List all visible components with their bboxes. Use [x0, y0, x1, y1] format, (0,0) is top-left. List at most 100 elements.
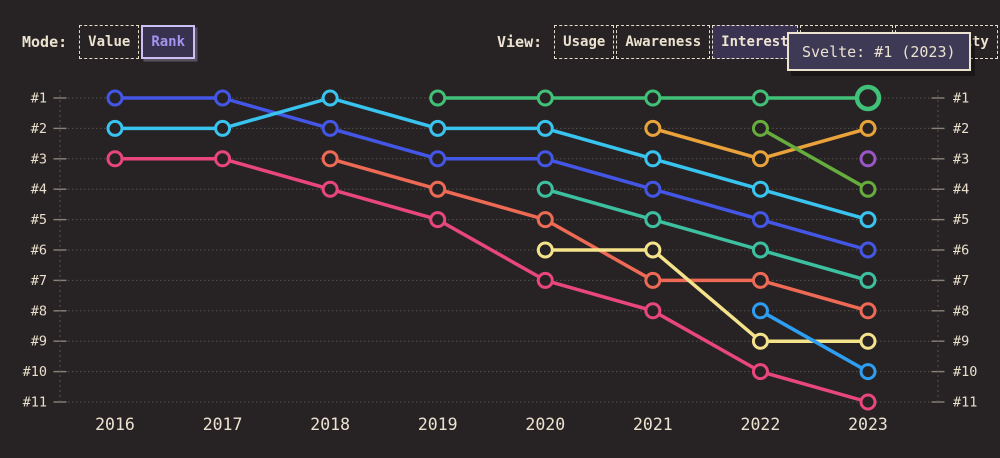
year-label-2021: 2021 [633, 415, 673, 434]
year-label-2018: 2018 [310, 415, 350, 434]
rank-label-right-10: #10 [953, 364, 977, 380]
data-point-yellow-2022[interactable] [751, 332, 769, 350]
data-point-cyan-2016[interactable] [106, 119, 124, 137]
data-point-pink-2020[interactable] [536, 271, 554, 289]
series-line-salmon [328, 157, 870, 313]
view-option-interest[interactable]: Interest [712, 25, 798, 59]
data-point-yellow-2021[interactable] [644, 241, 662, 259]
rank-label-right-9: #9 [953, 334, 969, 350]
view-option-awareness[interactable]: Awareness [616, 25, 711, 59]
data-point-salmon-2020[interactable] [536, 211, 554, 229]
mode-label: Mode: [22, 33, 68, 51]
view-label: View: [497, 33, 543, 51]
data-point-blue-2021[interactable] [644, 180, 662, 198]
data-point-salmon-2019[interactable] [429, 180, 447, 198]
rank-label-left-5: #5 [31, 212, 47, 228]
data-point-cyan-2017[interactable] [214, 119, 232, 137]
tooltip: Svelte: #1 (2023) [787, 32, 971, 71]
data-point-olive-green-2023[interactable] [859, 180, 877, 198]
rank-label-left-4: #4 [31, 182, 47, 198]
data-point-svelte-green-2023-highlighted[interactable] [854, 84, 882, 112]
data-point-pink-2019[interactable] [429, 211, 447, 229]
series-line-olive-green [758, 126, 870, 191]
data-point-orange-2023[interactable] [859, 119, 877, 137]
rank-label-left-1: #1 [31, 91, 47, 107]
data-point-blue-2019[interactable] [429, 150, 447, 168]
rank-label-left-10: #10 [23, 364, 47, 380]
data-point-cyan-2020[interactable] [536, 119, 554, 137]
tooltip-text: Svelte: #1 (2023) [802, 42, 956, 61]
mode-option-rank[interactable]: Rank [141, 25, 196, 59]
year-label-2017: 2017 [203, 415, 243, 434]
year-label-2023: 2023 [848, 415, 888, 434]
data-point-svelte-green-2020[interactable] [536, 89, 554, 107]
rank-label-right-7: #7 [953, 273, 969, 289]
data-point-salmon-2023[interactable] [859, 302, 877, 320]
data-point-cyan-2019[interactable] [429, 119, 447, 137]
data-point-cyan-2023[interactable] [859, 211, 877, 229]
data-point-sky-blue-2022[interactable] [751, 302, 769, 320]
data-point-salmon-2018[interactable] [321, 150, 339, 168]
data-point-blue-2018[interactable] [321, 119, 339, 137]
rank-label-left-3: #3 [31, 151, 47, 167]
data-point-teal-2021[interactable] [644, 211, 662, 229]
rank-label-right-6: #6 [953, 243, 969, 259]
series-line-pink [113, 157, 870, 404]
data-point-pink-2017[interactable] [214, 150, 232, 168]
data-point-teal-2023[interactable] [859, 271, 877, 289]
data-point-blue-2017[interactable] [214, 89, 232, 107]
data-point-pink-2021[interactable] [644, 302, 662, 320]
data-point-pink-2016[interactable] [106, 150, 124, 168]
data-point-teal-2020[interactable] [536, 180, 554, 198]
mode-option-value[interactable]: Value [79, 25, 140, 59]
rank-label-right-8: #8 [953, 303, 969, 319]
data-point-cyan-2021[interactable] [644, 150, 662, 168]
data-point-blue-2016[interactable] [106, 89, 124, 107]
rank-label-left-2: #2 [31, 121, 47, 137]
data-point-olive-green-2022[interactable] [751, 119, 769, 137]
data-point-orange-2022[interactable] [751, 150, 769, 168]
data-point-cyan-2022[interactable] [751, 180, 769, 198]
rank-label-right-3: #3 [953, 151, 969, 167]
mode-toggle-group: Mode: Value Rank [22, 25, 197, 59]
rank-label-left-7: #7 [31, 273, 47, 289]
series-line-teal [543, 187, 870, 283]
data-point-cyan-2018[interactable] [321, 89, 339, 107]
rank-label-left-8: #8 [31, 303, 47, 319]
series-line-sky-blue [758, 309, 870, 374]
data-point-pink-2018[interactable] [321, 180, 339, 198]
data-point-yellow-2023[interactable] [859, 332, 877, 350]
rank-label-left-6: #6 [31, 243, 47, 259]
data-point-svelte-green-2019[interactable] [429, 89, 447, 107]
year-label-2019: 2019 [418, 415, 458, 434]
year-label-2016: 2016 [95, 415, 135, 434]
view-option-usage[interactable]: Usage [554, 25, 615, 59]
data-point-salmon-2021[interactable] [644, 271, 662, 289]
data-point-svelte-green-2021[interactable] [644, 89, 662, 107]
data-point-sky-blue-2023[interactable] [859, 363, 877, 381]
data-point-svelte-green-2022[interactable] [751, 89, 769, 107]
rank-label-right-2: #2 [953, 121, 969, 137]
rank-label-right-5: #5 [953, 212, 969, 228]
data-point-blue-2022[interactable] [751, 211, 769, 229]
data-point-orange-2021[interactable] [644, 119, 662, 137]
series-line-blue [113, 96, 870, 252]
data-point-blue-2020[interactable] [536, 150, 554, 168]
data-point-blue-2023[interactable] [859, 241, 877, 259]
data-point-purple-2023[interactable] [859, 150, 877, 168]
year-label-2022: 2022 [741, 415, 781, 434]
data-point-yellow-2020[interactable] [536, 241, 554, 259]
rank-label-right-1: #1 [953, 91, 969, 107]
data-point-salmon-2022[interactable] [751, 271, 769, 289]
year-label-2020: 2020 [525, 415, 565, 434]
data-point-teal-2022[interactable] [751, 241, 769, 259]
rank-label-right-4: #4 [953, 182, 969, 198]
series-line-cyan [113, 96, 870, 222]
rank-label-left-9: #9 [31, 334, 47, 350]
data-point-pink-2022[interactable] [751, 363, 769, 381]
data-point-pink-2023[interactable] [859, 393, 877, 411]
rank-label-left-11: #11 [23, 395, 47, 411]
rank-label-right-11: #11 [953, 395, 977, 411]
